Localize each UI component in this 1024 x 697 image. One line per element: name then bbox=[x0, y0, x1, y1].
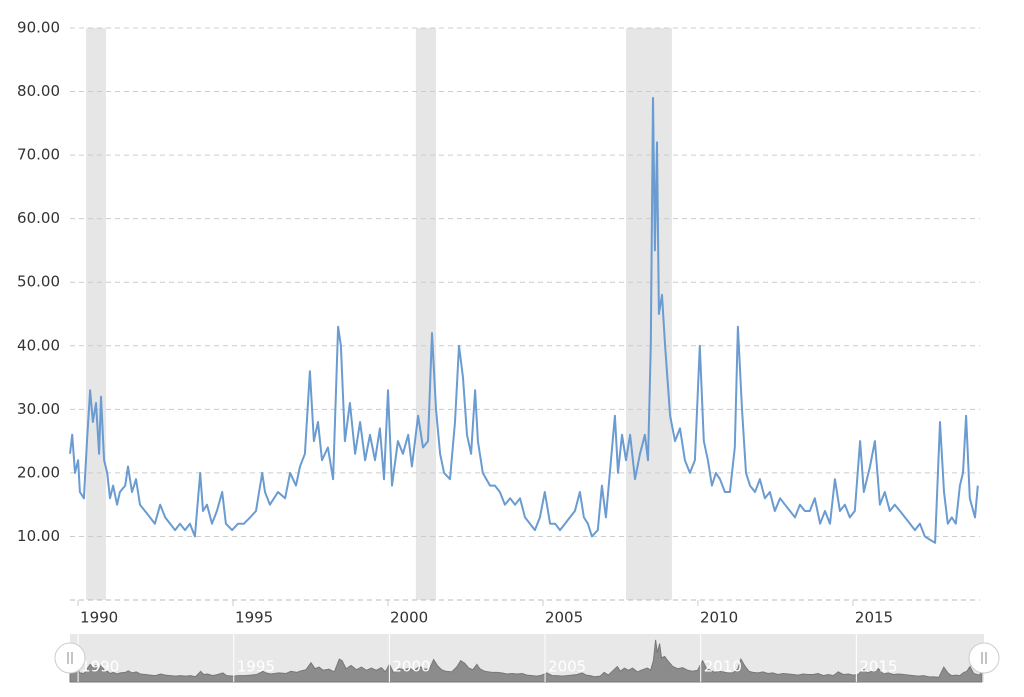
navigator-label: 1990 bbox=[81, 658, 119, 676]
navigator-handle[interactable] bbox=[968, 642, 1000, 674]
x-tick-label: 2015 bbox=[855, 609, 893, 627]
navigator-label: 2005 bbox=[548, 658, 586, 676]
navigator[interactable]: 1990 1995 2000 2005 2010 2015 bbox=[54, 634, 1000, 683]
navigator-label: 2000 bbox=[392, 658, 430, 676]
x-tick-label: 2005 bbox=[545, 609, 583, 627]
navigator-label: 1995 bbox=[237, 658, 275, 676]
y-tick-label: 70.00 bbox=[17, 146, 60, 164]
recession-band bbox=[626, 28, 672, 600]
y-tick-label: 20.00 bbox=[17, 463, 60, 481]
y-tick-label: 10.00 bbox=[17, 527, 60, 545]
navigator-handle[interactable] bbox=[54, 642, 86, 674]
y-tick-label: 60.00 bbox=[17, 209, 60, 227]
y-tick-label: 40.00 bbox=[17, 336, 60, 354]
y-tick-label: 50.00 bbox=[17, 273, 60, 291]
x-tick-label: 2010 bbox=[700, 609, 738, 627]
recession-band bbox=[415, 28, 437, 600]
navigator-area bbox=[69, 639, 983, 683]
y-tick-label: 90.00 bbox=[17, 19, 60, 37]
x-tick-label: 1990 bbox=[80, 609, 118, 627]
navigator-label: 2015 bbox=[859, 658, 897, 676]
recession-band bbox=[86, 28, 106, 600]
navigator-label: 2010 bbox=[704, 658, 742, 676]
y-tick-label: 80.00 bbox=[17, 82, 60, 100]
x-tick-label: 1995 bbox=[235, 609, 273, 627]
x-tick-label: 2000 bbox=[390, 609, 428, 627]
y-tick-label: 30.00 bbox=[17, 400, 60, 418]
series-line bbox=[69, 96, 979, 544]
